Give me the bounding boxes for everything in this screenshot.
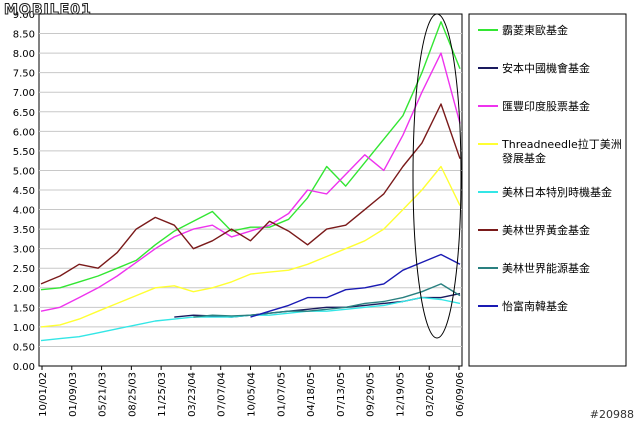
series-line	[40, 165, 461, 328]
series-line	[250, 253, 461, 318]
x-tick-label: 10/01/02	[38, 372, 49, 417]
legend-label: 匯豐印度股票基金	[502, 99, 590, 113]
watermark: #20988	[589, 408, 634, 421]
x-tick-label: 04/18/05	[306, 372, 317, 417]
x-tick-label: 01/09/03	[68, 372, 79, 417]
y-tick-label: 9.00	[13, 10, 35, 21]
y-axis: 0.00 0.50 1.00 1.50 2.00 2.50 3.00 3.50 4.00 4.50…	[13, 10, 35, 373]
y-tick-label: 7.50	[13, 69, 35, 80]
y-tick-label: 3.50	[13, 225, 35, 236]
x-tick-label: 11/25/03	[157, 372, 168, 417]
legend-label: 怡富南韓基金	[502, 299, 568, 313]
y-tick-label: 8.50	[13, 30, 35, 41]
x-tick-label: 03/20/06	[425, 372, 436, 417]
y-tick-label: 6.00	[13, 127, 35, 138]
x-tick-label: 05/21/03	[98, 372, 109, 417]
y-tick-label: 3.00	[13, 245, 35, 256]
legend-label: Threadneedle拉丁美洲發展基金	[501, 137, 622, 165]
x-tick-label: 12/19/05	[395, 372, 406, 417]
y-tick-label: 2.50	[13, 264, 35, 275]
y-tick-label: 4.00	[13, 206, 35, 217]
site-logo: MOBILE01	[4, 2, 92, 19]
x-tick-label: 06/09/06	[455, 372, 466, 417]
series-lines	[40, 21, 461, 342]
legend-label: 美林世界黃金基金	[502, 223, 590, 237]
y-tick-label: 8.00	[13, 49, 35, 60]
x-tick-label: 03/23/04	[187, 372, 198, 417]
legend-label: 安本中國機會基金	[502, 61, 590, 75]
y-tick-label: 2.00	[13, 284, 35, 295]
y-tick-label: 1.00	[13, 323, 35, 334]
series-line	[40, 103, 461, 285]
y-tick-label: 4.50	[13, 186, 35, 197]
x-tick-label: 01/07/05	[276, 372, 287, 417]
series-line	[193, 283, 461, 318]
legend-label: 美林日本特別時機基金	[502, 185, 612, 199]
y-tick-label: 0.50	[13, 342, 35, 353]
grid-lines	[39, 33, 462, 347]
x-tick-label: 07/13/05	[336, 372, 347, 417]
x-tick-label: 10/05/04	[247, 372, 258, 417]
x-tick-label: 08/25/03	[127, 372, 138, 417]
legend-label: 霸菱東歐基金	[502, 23, 568, 37]
y-tick-label: 0.00	[13, 362, 35, 373]
y-tick-label: 5.50	[13, 147, 35, 158]
y-tick-label: 5.00	[13, 166, 35, 177]
x-tick-label: 09/29/05	[366, 372, 377, 417]
x-tick-label: 07/07/04	[217, 372, 228, 417]
series-line	[40, 52, 461, 312]
y-tick-label: 1.50	[13, 303, 35, 314]
legend-label: 美林世界能源基金	[502, 261, 590, 275]
y-tick-label: 6.50	[13, 108, 35, 119]
series-line	[40, 21, 461, 291]
y-tick-label: 7.00	[13, 88, 35, 99]
x-axis: 10/01/02 01/09/03 05/21/03 08/25/03 11/25/03…	[38, 366, 466, 417]
highlight-ellipse	[412, 13, 462, 339]
legend-box	[468, 13, 627, 367]
